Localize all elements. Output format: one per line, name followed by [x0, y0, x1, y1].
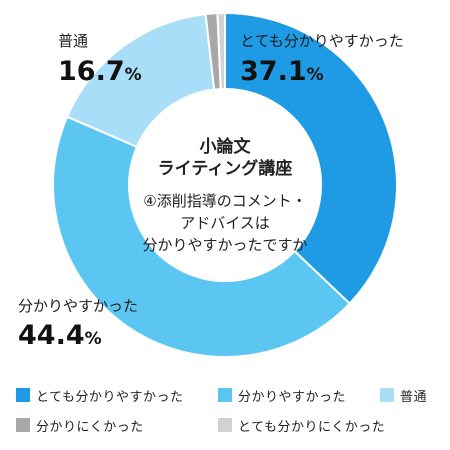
slice-label-name-very-easy: とても分かりやすかった — [240, 32, 404, 50]
legend-swatch-normal — [380, 388, 394, 402]
legend-swatch-easy — [218, 388, 232, 402]
legend-swatch-very-hard — [218, 418, 232, 432]
question-line-3: 分かりやすかったですか — [142, 236, 307, 254]
question-line-2: アドバイスは — [180, 214, 270, 232]
slice-very-easy — [224, 11, 398, 305]
slice-label-value-easy: 44.4% — [18, 320, 102, 351]
chart-title-line-1: 小論文 — [200, 136, 252, 157]
chart-title-line-2: ライティング講座 — [158, 158, 293, 179]
legend-item-normal: 普通 — [380, 384, 427, 406]
data-labels: とても分かりやすかった 37.1% 分かりやすかった 44.4% 普通 16.7… — [18, 32, 404, 351]
slice-very-hard — [216, 11, 226, 91]
legend-item-very-easy: とても分かりやすかった — [16, 384, 183, 406]
legend: とても分かりやすかった 分かりやすかった 普通 分かりにくかった とても分かりに… — [0, 378, 450, 448]
slice-label-value-very-easy: 37.1% — [240, 56, 324, 87]
slice-label-name-easy: 分かりやすかった — [18, 297, 138, 315]
slice-easy — [52, 115, 352, 358]
legend-label: 分かりにくかった — [36, 419, 144, 435]
center-text: 小論文 ライティング講座 ④添削指導のコメント・ アドバイスは 分かりやすかった… — [142, 136, 307, 254]
legend-label: 普通 — [400, 389, 428, 405]
legend-item-easy: 分かりやすかった — [218, 384, 346, 406]
legend-swatch-hard — [16, 418, 30, 432]
slice-label-name-normal: 普通 — [58, 32, 88, 50]
donut-chart: 小論文 ライティング講座 ④添削指導のコメント・ アドバイスは 分かりやすかった… — [18, 11, 404, 358]
question-line-1: ④添削指導のコメント・ — [143, 192, 306, 210]
legend-label: とても分かりやすかった — [36, 389, 184, 405]
slices-layer — [52, 11, 398, 358]
slice-label-value-normal: 16.7% — [58, 56, 142, 87]
legend-swatch-very-easy — [16, 388, 30, 402]
legend-label: 分かりやすかった — [238, 389, 347, 405]
legend-label: とても分かりにくかった — [238, 419, 386, 435]
legend-item-hard: 分かりにくかった — [16, 414, 144, 436]
legend-item-very-hard: とても分かりにくかった — [218, 414, 385, 436]
